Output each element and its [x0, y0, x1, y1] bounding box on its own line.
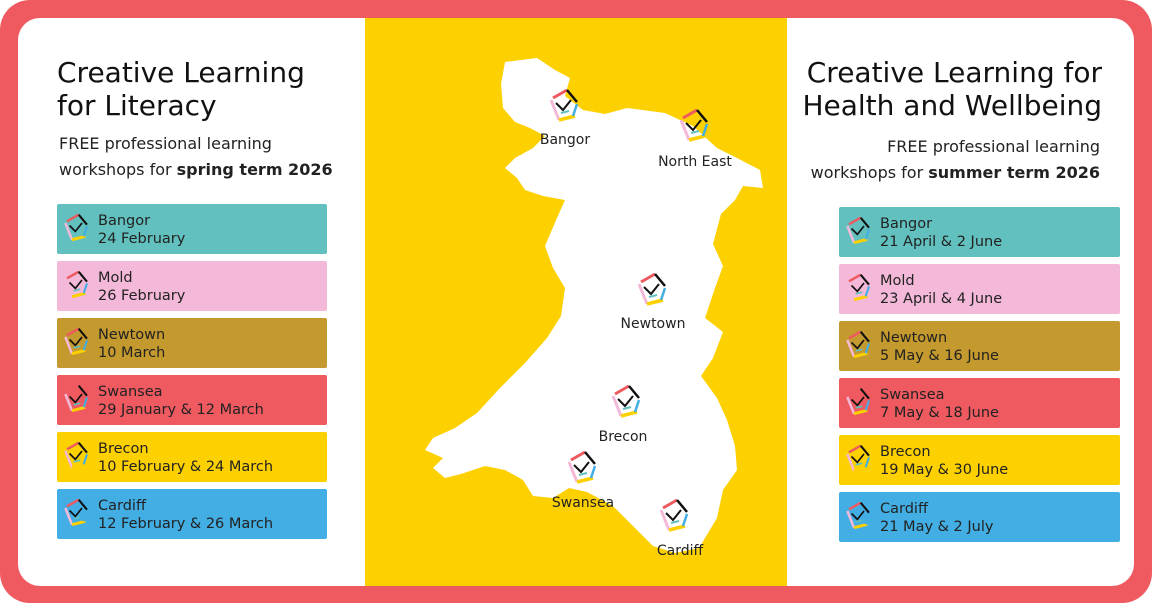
- location: Newtown: [880, 330, 948, 346]
- title-line: for Literacy: [57, 89, 217, 122]
- logo-icon: [844, 442, 874, 476]
- term: spring term 2026: [176, 160, 333, 179]
- logo-icon: [62, 382, 92, 416]
- panel-title: Creative Learning for Health and Wellbei…: [802, 56, 1102, 122]
- dates: 7 May & 18 June: [880, 405, 999, 421]
- subtitle-text: workshops for: [59, 160, 172, 179]
- logo-shape: [847, 332, 869, 357]
- dates: 10 February & 24 March: [98, 459, 274, 475]
- workshop-item: Newtown 10 March: [57, 318, 327, 368]
- location: Bangor: [98, 213, 151, 229]
- subtitle-text: workshops for: [810, 163, 924, 182]
- logo-shape: [65, 443, 87, 468]
- term: summer term 2026: [928, 163, 1100, 182]
- wales-outline: [425, 58, 763, 553]
- panel-title: Creative Learning for Literacy: [57, 56, 305, 122]
- logo-icon: [62, 268, 92, 302]
- literacy-panel: Creative Learning for Literacy FREE prof…: [18, 18, 365, 586]
- logo-icon: [62, 439, 92, 473]
- workshop-list: Bangor 21 April & 2 June Mold 23 April & 4 …: [839, 207, 1120, 549]
- dates: 5 May & 16 June: [880, 348, 999, 364]
- dates: 19 May & 30 June: [880, 462, 1009, 478]
- logo-shape: [65, 215, 87, 240]
- logo-icon: [62, 325, 92, 359]
- workshop-item: Bangor 21 April & 2 June: [839, 207, 1120, 257]
- panel-subtitle: FREE professional learning workshops for…: [59, 131, 333, 183]
- dates: 10 March: [98, 345, 166, 361]
- logo-icon: [844, 271, 874, 305]
- dates: 23 April & 4 June: [880, 291, 1003, 307]
- logo-icon: [844, 385, 874, 419]
- logo-shape: [847, 446, 869, 471]
- map-label: Swansea: [552, 495, 614, 511]
- workshop-item: Mold 23 April & 4 June: [839, 264, 1120, 314]
- logo-shape: [65, 329, 87, 354]
- map-label: North East: [658, 154, 732, 170]
- logo-shape: [65, 500, 87, 525]
- logo-icon: [844, 214, 874, 248]
- location: Swansea: [880, 387, 945, 403]
- map-label: Newtown: [621, 316, 686, 332]
- title-line: Creative Learning: [57, 56, 305, 89]
- wales-map: Bangor North East Newtown Brecon Swansea Card…: [425, 58, 763, 559]
- location: Mold: [880, 273, 915, 289]
- location: Bangor: [880, 216, 933, 232]
- workshop-item: Cardiff 21 May & 2 July: [839, 492, 1120, 542]
- workshop-list: Bangor 24 February Mold 26 February Newtown 1…: [57, 204, 327, 546]
- panel-subtitle: FREE professional learning workshops for…: [811, 134, 1100, 186]
- dates: 24 February: [98, 231, 186, 247]
- workshop-item: Newtown 5 May & 16 June: [839, 321, 1120, 371]
- logo-shape: [847, 389, 869, 414]
- map-label: Brecon: [599, 429, 648, 445]
- logo-shape: [847, 218, 869, 243]
- wellbeing-panel: Creative Learning for Health and Wellbei…: [787, 18, 1134, 586]
- location: Cardiff: [98, 498, 146, 514]
- dates: 21 April & 2 June: [880, 234, 1003, 250]
- workshop-item: Swansea 7 May & 18 June: [839, 378, 1120, 428]
- workshop-item: Brecon 19 May & 30 June: [839, 435, 1120, 485]
- title-line: Creative Learning for: [806, 56, 1102, 89]
- dates: 29 January & 12 March: [98, 402, 264, 418]
- map-label: Bangor: [540, 132, 591, 148]
- workshop-item: Mold 26 February: [57, 261, 327, 311]
- workshop-item: Cardiff 12 February & 26 March: [57, 489, 327, 539]
- workshop-item: Brecon 10 February & 24 March: [57, 432, 327, 482]
- dates: 26 February: [98, 288, 186, 304]
- logo-shape: [65, 386, 87, 411]
- subtitle-line: workshops for summer term 2026: [811, 160, 1100, 186]
- location: Swansea: [98, 384, 163, 400]
- location: Brecon: [880, 444, 931, 460]
- card: Bangor North East Newtown Brecon Swansea Card…: [18, 18, 1134, 586]
- logo-shape: [65, 272, 87, 297]
- location: Mold: [98, 270, 133, 286]
- location: Cardiff: [880, 501, 928, 517]
- logo-icon: [62, 496, 92, 530]
- logo-shape: [847, 275, 869, 300]
- subtitle-line: FREE professional learning: [887, 137, 1100, 156]
- logo-shape: [847, 503, 869, 528]
- location: Brecon: [98, 441, 149, 457]
- subtitle-line: workshops for spring term 2026: [59, 157, 333, 183]
- logo-icon: [62, 211, 92, 245]
- logo-icon: [844, 328, 874, 362]
- location: Newtown: [98, 327, 166, 343]
- map-label: Cardiff: [657, 543, 704, 559]
- title-line: Health and Wellbeing: [802, 89, 1102, 122]
- logo-icon: [844, 499, 874, 533]
- dates: 12 February & 26 March: [98, 516, 274, 532]
- workshop-item: Swansea 29 January & 12 March: [57, 375, 327, 425]
- workshop-item: Bangor 24 February: [57, 204, 327, 254]
- subtitle-line: FREE professional learning: [59, 134, 272, 153]
- dates: 21 May & 2 July: [880, 519, 994, 535]
